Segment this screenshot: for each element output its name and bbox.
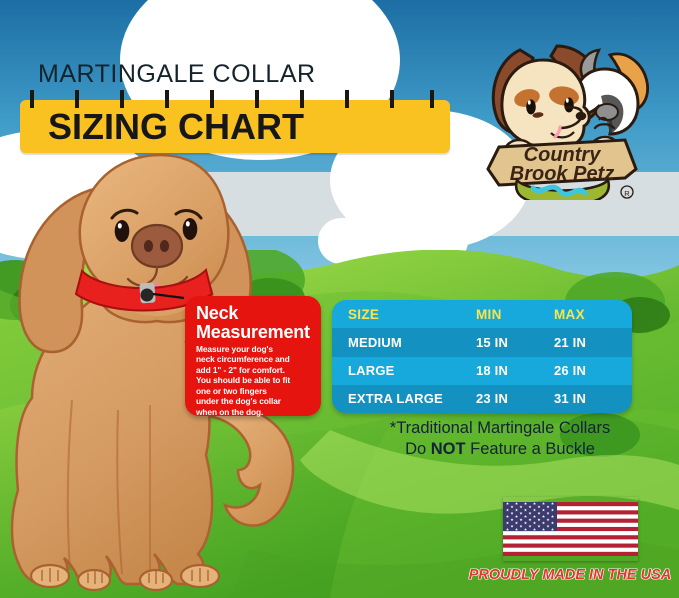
svg-text:R: R <box>624 189 630 198</box>
svg-text:Brook Petz: Brook Petz <box>510 163 614 185</box>
